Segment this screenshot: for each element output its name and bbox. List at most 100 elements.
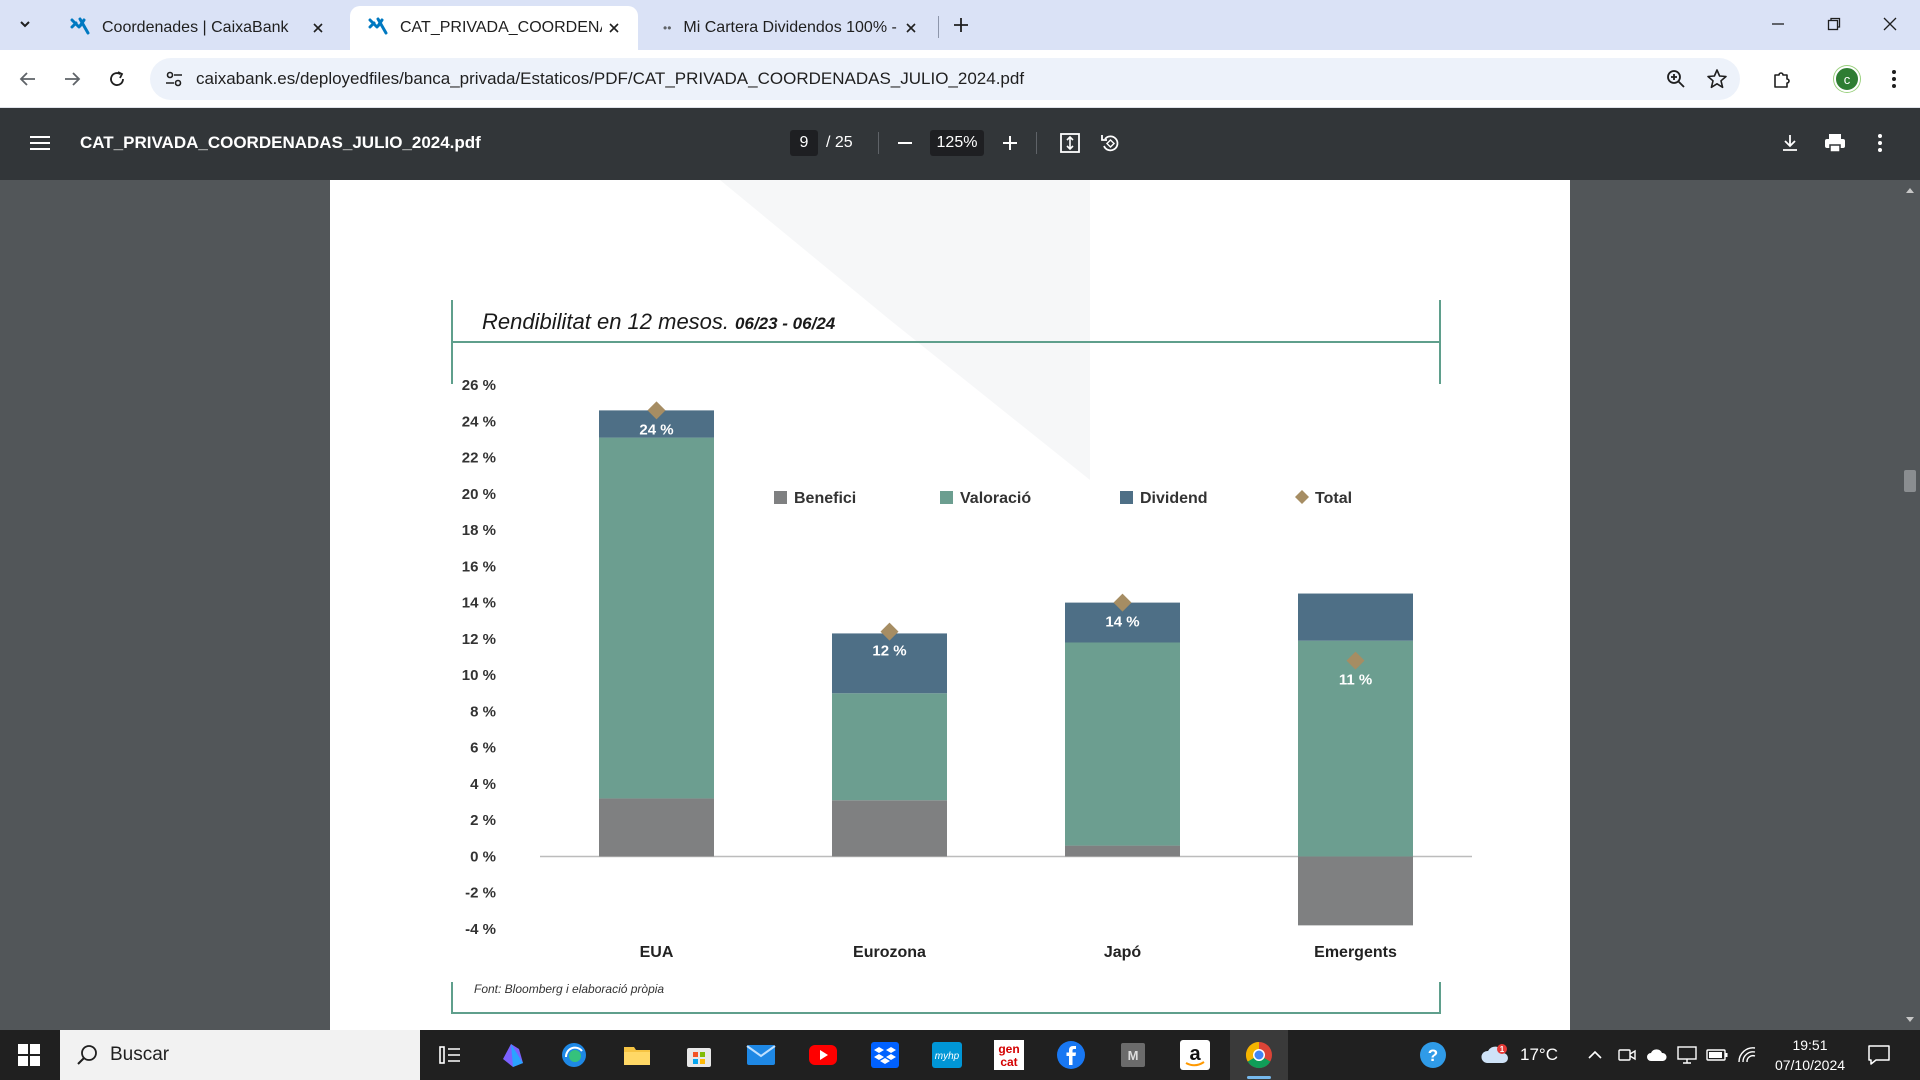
restore-button[interactable] — [1812, 6, 1856, 42]
printer-icon — [1825, 134, 1845, 153]
legend-label: Dividend — [1140, 490, 1208, 507]
notifications-button[interactable] — [1862, 1038, 1896, 1072]
puzzle-icon — [1774, 72, 1790, 88]
fit-page-button[interactable] — [1055, 128, 1085, 158]
scroll-thumb[interactable] — [1904, 470, 1916, 492]
rotate-button[interactable] — [1095, 128, 1125, 158]
browser-menu-button[interactable] — [1878, 63, 1910, 95]
sidebar-menu-button[interactable] — [25, 128, 55, 158]
svg-text:a: a — [1189, 1043, 1201, 1065]
url-text: caixabank.es/deployedfiles/banca_privada… — [196, 69, 1025, 88]
forward-button[interactable] — [56, 63, 88, 95]
svg-text:cat: cat — [1000, 1055, 1017, 1069]
gencat-app[interactable]: gen cat — [992, 1038, 1026, 1072]
chrome-active-indicator — [1247, 1076, 1271, 1079]
toolbar-divider — [878, 132, 879, 154]
tray-display-icon[interactable] — [1670, 1038, 1704, 1072]
minimize-button[interactable] — [1756, 6, 1800, 42]
chrome-app[interactable] — [1242, 1038, 1276, 1072]
chart-title: Rendibilitat en 12 mesos. 06/23 - 06/24 — [482, 309, 836, 334]
chrome-icon — [1245, 1041, 1272, 1069]
category-label: Japó — [1104, 944, 1142, 961]
mail-app[interactable] — [744, 1038, 778, 1072]
zoom-level-input[interactable]: 125% — [930, 130, 984, 156]
video-icon — [1618, 1049, 1636, 1061]
file-explorer-app[interactable] — [620, 1038, 654, 1072]
tab-cat-privada[interactable]: CAT_PRIVADA_COORDENADAS — [350, 6, 638, 50]
chart-source: Font: Bloomberg i elaboració pròpia — [474, 982, 664, 996]
pdf-more-button[interactable] — [1865, 128, 1895, 158]
zoom-out-button[interactable] — [890, 128, 920, 158]
address-bar[interactable]: caixabank.es/deployedfiles/banca_privada… — [150, 58, 1740, 100]
zoom-in-button[interactable] — [995, 128, 1025, 158]
weather-widget[interactable]: 1 — [1478, 1038, 1512, 1072]
copilot-app[interactable] — [496, 1038, 530, 1072]
page-number-input[interactable]: 9 — [790, 130, 818, 156]
minimize-icon — [1772, 23, 1784, 25]
y-tick-label: -4 % — [465, 921, 496, 938]
svg-text:1: 1 — [1500, 1045, 1505, 1054]
pdf-toolbar: CAT_PRIVADA_COORDENADAS_JULIO_2024.pdf 9… — [0, 108, 1920, 180]
close-tab-icon[interactable] — [602, 16, 626, 40]
show-hidden-icons-button[interactable] — [1578, 1038, 1612, 1072]
facebook-app[interactable] — [1054, 1038, 1088, 1072]
dropbox-app[interactable] — [868, 1038, 902, 1072]
weather-temperature: 17°C — [1520, 1045, 1558, 1064]
total-marker — [647, 401, 666, 420]
new-tab-button[interactable] — [946, 10, 976, 40]
close-window-button[interactable] — [1868, 6, 1912, 42]
tab-coordenades[interactable]: Coordenades | CaixaBank — [52, 6, 342, 50]
system-clock[interactable]: 19:51 07/10/2024 — [1760, 1035, 1860, 1075]
tab-separator — [938, 16, 939, 38]
tab-mi-cartera[interactable]: •• Mi Cartera Dividendos 100% - C — [645, 6, 935, 50]
chart-title-main: Rendibilitat en 12 mesos. — [482, 309, 729, 334]
print-button[interactable] — [1820, 128, 1850, 158]
tab-title: CAT_PRIVADA_COORDENADAS — [400, 19, 602, 36]
scroll-down-arrow-icon[interactable] — [1905, 1016, 1915, 1024]
site-settings-icon[interactable] — [164, 69, 184, 94]
copilot-icon — [503, 1044, 523, 1067]
tab-search-button[interactable] — [9, 8, 41, 40]
youtube-icon — [809, 1045, 837, 1065]
vertical-scrollbar[interactable] — [1900, 180, 1920, 1030]
download-button[interactable] — [1775, 128, 1805, 158]
edge-app[interactable] — [557, 1038, 591, 1072]
category-label: Eurozona — [853, 944, 926, 961]
back-button[interactable] — [12, 63, 44, 95]
start-button[interactable] — [12, 1038, 46, 1072]
amazon-app[interactable]: a — [1178, 1038, 1212, 1072]
task-view-button[interactable] — [433, 1038, 467, 1072]
store-icon — [687, 1048, 711, 1067]
reload-button[interactable] — [101, 63, 133, 95]
loading-favicon-icon: •• — [663, 21, 672, 35]
myhp-icon: myhp — [932, 1042, 962, 1068]
dropbox-icon — [871, 1042, 899, 1068]
tray-battery-icon[interactable] — [1700, 1038, 1734, 1072]
legend-swatch — [1120, 491, 1133, 504]
bar-segment — [1298, 856, 1413, 926]
bookmark-star-icon[interactable] — [1706, 68, 1728, 95]
windows-taskbar: Buscar myhp gen cat M a ? — [0, 1030, 1920, 1080]
close-tab-icon[interactable] — [899, 16, 923, 40]
arrow-left-icon — [19, 72, 35, 86]
extensions-button[interactable] — [1766, 63, 1798, 95]
zoom-indicator-icon[interactable] — [1666, 69, 1686, 94]
m-app[interactable]: M — [1116, 1038, 1150, 1072]
microsoft-store-app[interactable] — [682, 1038, 716, 1072]
legend-swatch — [1295, 490, 1309, 504]
close-tab-icon[interactable] — [306, 16, 330, 40]
taskbar-search[interactable]: Buscar — [60, 1030, 420, 1080]
help-app[interactable]: ? — [1416, 1038, 1450, 1072]
y-tick-label: 0 % — [470, 848, 496, 865]
profile-avatar[interactable]: c — [1834, 66, 1860, 92]
svg-text:?: ? — [1428, 1046, 1438, 1065]
tray-onedrive-icon[interactable] — [1640, 1038, 1674, 1072]
bar-segment — [599, 437, 714, 799]
myhp-app[interactable]: myhp — [930, 1038, 964, 1072]
bar-segment — [1298, 640, 1413, 857]
youtube-app[interactable] — [806, 1038, 840, 1072]
scroll-up-arrow-icon[interactable] — [1905, 186, 1915, 194]
y-tick-label: 14 % — [462, 595, 496, 612]
tray-wifi-icon[interactable] — [1730, 1038, 1764, 1072]
tray-meet-icon[interactable] — [1610, 1038, 1644, 1072]
